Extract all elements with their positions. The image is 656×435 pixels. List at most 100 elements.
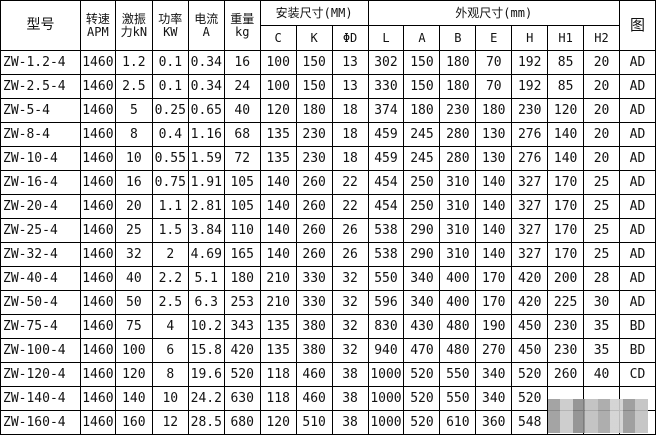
table-cell: 420: [223, 338, 261, 363]
table-cell: 330: [367, 74, 405, 99]
table-cell: 245: [403, 146, 441, 171]
table-cell: 2.5: [151, 290, 189, 315]
table-cell: 32: [114, 242, 153, 267]
table-cell: 680: [223, 410, 261, 435]
table-cell: 140: [259, 194, 297, 219]
table-cell: 170: [547, 194, 585, 219]
table-cell: 1000: [367, 362, 405, 387]
table-cell: 1460: [79, 386, 116, 411]
cell-model: ZW-100-4: [0, 338, 81, 363]
table-row: ZW-40-4 1460 40 2.2 5.1 180 210 330 32 550 340 400 1…: [0, 266, 656, 291]
table-cell: 260: [295, 242, 333, 267]
header-model: 型号: [0, 0, 81, 51]
table-cell: 85: [547, 74, 585, 99]
table-cell: 135: [259, 338, 297, 363]
header-current-unit: A: [202, 24, 210, 39]
table-row: ZW-8-4 1460 8 0.4 1.16 68 135 230 18 459 245 280 130…: [0, 122, 656, 147]
table-cell: 120: [114, 362, 153, 387]
table-cell: 10: [151, 386, 189, 411]
table-cell: 830: [367, 314, 405, 339]
table-cell: 150: [403, 74, 441, 99]
table-cell: 230: [439, 98, 477, 123]
table-cell: 40: [583, 362, 620, 387]
table-cell: 400: [439, 290, 477, 315]
table-row: ZW-120-4 1460 120 8 19.6 520 118 460 38 1000 520 55…: [0, 362, 656, 387]
table-cell: 260: [547, 362, 585, 387]
table-cell: 550: [439, 362, 477, 387]
header-force-unit: 力kN: [120, 24, 148, 39]
table-cell: 290: [403, 242, 441, 267]
table-row: ZW-1.2-4 1460 1.2 0.1 0.34 16 100 150 13 302 150 18…: [0, 50, 656, 75]
table-cell: 0.75: [151, 170, 189, 195]
table-cell: 400: [439, 266, 477, 291]
table-cell: 140: [259, 170, 297, 195]
table-cell: 170: [475, 290, 513, 315]
header-weight-cn: 重量: [230, 11, 255, 26]
table-cell: 6: [151, 338, 189, 363]
table-cell: 327: [511, 218, 549, 243]
table-cell: 420: [511, 266, 549, 291]
table-cell: 340: [403, 266, 441, 291]
table-cell: 25: [583, 170, 620, 195]
table-cell: 18: [331, 122, 369, 147]
table-cell: 230: [511, 98, 549, 123]
cell-model: ZW-32-4: [0, 242, 81, 267]
table-cell: 520: [511, 386, 549, 411]
table-cell: 1000: [367, 386, 405, 411]
table-cell: 180: [439, 74, 477, 99]
table-cell: 13: [331, 74, 369, 99]
table-cell: 85: [547, 50, 585, 75]
table-cell: 180: [223, 266, 261, 291]
table-cell: 10: [114, 146, 153, 171]
cell-model: ZW-140-4: [0, 386, 81, 411]
table-cell: 380: [295, 338, 333, 363]
table-cell: 100: [259, 50, 297, 75]
table-cell: 1460: [79, 218, 116, 243]
table-cell: 253: [223, 290, 261, 315]
header-h1: H1: [547, 25, 585, 51]
table-row: ZW-16-4 1460 16 0.75 1.91 105 140 260 22 454 250 31…: [0, 170, 656, 195]
table-cell: 20: [583, 50, 620, 75]
header-d: ΦD: [331, 25, 369, 51]
header-figure: 图: [618, 0, 656, 51]
table-cell: 330: [295, 290, 333, 315]
table-row: ZW-25-4 1460 25 1.5 3.84 110 140 260 26 538 290 310…: [0, 218, 656, 243]
header-speed-cn: 转速: [85, 11, 110, 26]
table-cell: 310: [439, 218, 477, 243]
table-cell: 510: [295, 410, 333, 435]
table-cell: 340: [475, 386, 513, 411]
table-cell: 35: [583, 314, 620, 339]
table-cell: 1.91: [187, 170, 225, 195]
table-cell: 310: [439, 194, 477, 219]
table-cell: 200: [547, 266, 585, 291]
table-cell: 140: [475, 218, 513, 243]
table-cell: 327: [511, 170, 549, 195]
cell-model: ZW-25-4: [0, 218, 81, 243]
table-cell: 1460: [79, 362, 116, 387]
table-cell: 192: [511, 50, 549, 75]
header-h2: H2: [583, 25, 620, 51]
table-cell: 454: [367, 170, 405, 195]
table-cell: 30: [583, 290, 620, 315]
table-cell: 210: [259, 290, 297, 315]
table-cell: 550: [367, 266, 405, 291]
table-cell: 260: [295, 194, 333, 219]
table-cell: 13: [331, 50, 369, 75]
table-cell: 0.1: [151, 74, 189, 99]
table-cell: 459: [367, 122, 405, 147]
table-cell: 2.2: [151, 266, 189, 291]
table-cell: 135: [259, 314, 297, 339]
table-cell: 276: [511, 122, 549, 147]
table-cell: 1.59: [187, 146, 225, 171]
table-cell: 290: [403, 218, 441, 243]
table-cell: 32: [331, 290, 369, 315]
table-cell: 18: [331, 146, 369, 171]
table-cell: 0.34: [187, 74, 225, 99]
table-cell: 276: [511, 146, 549, 171]
table-cell: 2.81: [187, 194, 225, 219]
table-cell: 940: [367, 338, 405, 363]
header-force: 激振 力kN: [114, 0, 153, 51]
header-speed: 转速 APM: [79, 0, 116, 51]
table-row: ZW-32-4 1460 32 2 4.69 165 140 260 26 538 290 310 14…: [0, 242, 656, 267]
header-weight-unit: kg: [235, 24, 250, 39]
